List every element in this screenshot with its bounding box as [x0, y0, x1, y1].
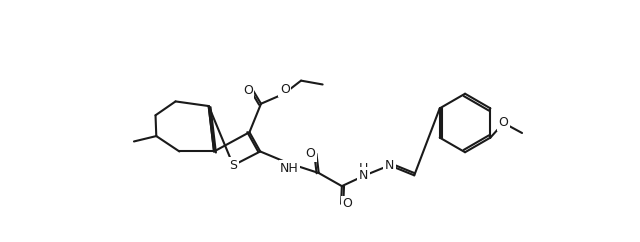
Text: O: O [499, 116, 509, 129]
Text: O: O [342, 197, 352, 210]
Text: S: S [229, 159, 237, 172]
Text: H: H [359, 162, 368, 175]
Text: O: O [280, 83, 290, 96]
Text: O: O [243, 84, 253, 97]
Text: NH: NH [280, 162, 299, 175]
Text: O: O [305, 147, 316, 160]
Text: N: N [385, 159, 394, 172]
Text: N: N [359, 169, 368, 182]
